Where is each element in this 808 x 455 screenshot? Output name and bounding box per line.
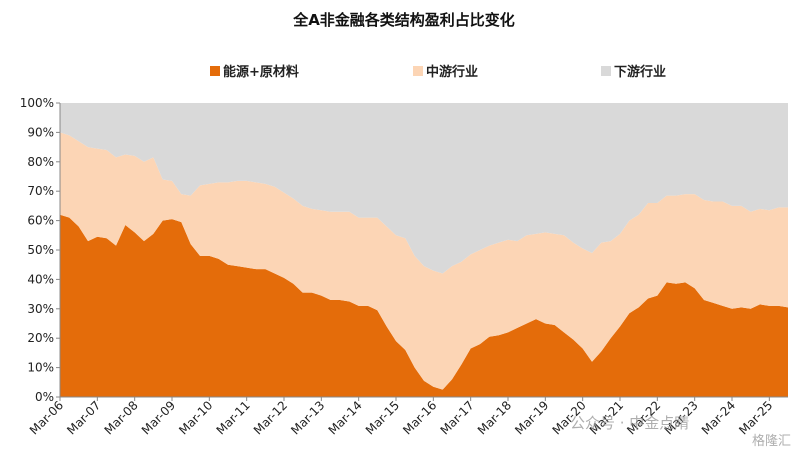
x-tick-label: Mar-08 [102,398,141,437]
x-tick-label: Mar-24 [699,398,738,437]
x-tick-label: Mar-07 [64,398,103,437]
y-tick-label: 50% [27,243,54,257]
wechat-watermark: 公众号 · 中金点睛 [570,414,690,432]
x-tick-label: Mar-14 [326,398,365,437]
legend-item-midstream: 中游行业 [413,61,478,80]
x-tick-label: Mar-12 [251,398,290,437]
y-tick-label: 90% [27,125,54,139]
x-tick-label: Mar-16 [400,398,439,437]
legend-swatch-energy [210,65,220,76]
y-tick-label: 10% [27,361,54,375]
x-tick-label: Mar-10 [176,398,215,437]
logo-watermark: 格隆汇 [752,434,792,449]
x-tick-label: Mar-09 [139,398,178,437]
x-tick-label: Mar-19 [512,398,551,437]
chart-title: 全A非金融各类结构盈利占比变化 [293,11,515,29]
y-tick-label: 0% [35,390,54,404]
legend-swatch-downstream [601,65,611,76]
y-tick-label: 100% [20,96,54,110]
legend-item-energy: 能源+原材料 [210,61,299,80]
area-series-2 [60,103,788,274]
x-tick-label: Mar-15 [363,398,402,437]
x-tick-label: Mar-13 [288,398,327,437]
area-series-1 [60,132,788,390]
area-series-group [60,103,788,397]
x-tick-label: Mar-06 [27,398,66,437]
x-tick-label: Mar-18 [475,398,514,437]
y-tick-label: 20% [27,331,54,345]
legend-swatch-midstream [413,65,423,76]
area-series-0 [60,214,788,397]
legend-label-midstream: 中游行业 [426,65,479,80]
legend-label-energy: 能源+原材料 [223,65,299,80]
x-tick-label: Mar-11 [214,398,253,437]
legend-item-downstream: 下游行业 [601,61,666,80]
y-tick-label: 60% [27,214,54,228]
y-tick-label: 40% [27,272,54,286]
x-tick-label: Mar-17 [438,398,477,437]
y-tick-label: 30% [27,302,54,316]
y-tick-label: 80% [27,155,54,169]
y-tick-label: 70% [27,184,54,198]
legend-label-downstream: 下游行业 [614,65,667,80]
